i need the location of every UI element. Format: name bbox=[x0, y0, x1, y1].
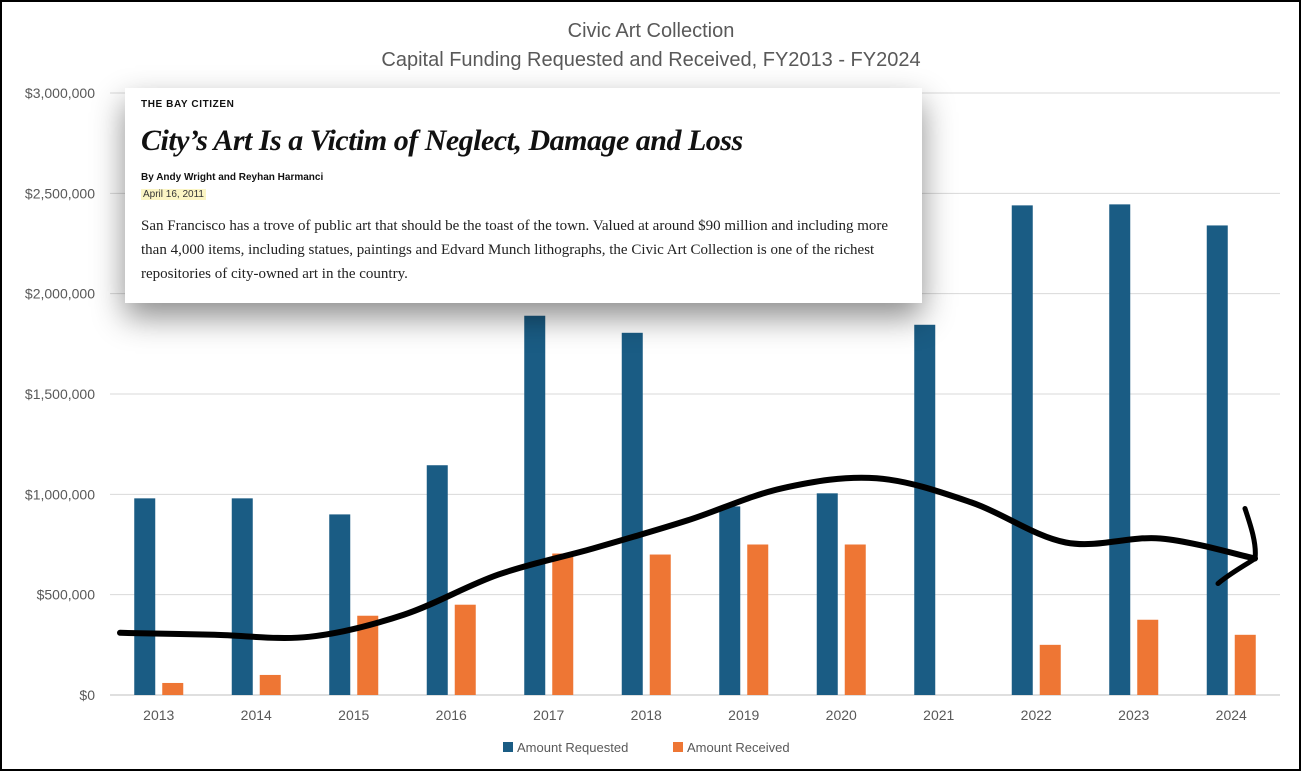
bar-received bbox=[162, 682, 184, 695]
x-tick-label: 2021 bbox=[923, 707, 954, 723]
bar-requested bbox=[621, 332, 643, 695]
y-tick-label: $1,000,000 bbox=[25, 486, 95, 502]
article-body: San Francisco has a trove of public art … bbox=[141, 218, 889, 282]
article-date: April 16, 2011 bbox=[141, 189, 206, 200]
x-tick-label: 2023 bbox=[1118, 707, 1149, 723]
y-axis: $0 $500,000 $1,000,000 $1,500,000 $2,000,000… bbox=[25, 85, 95, 703]
legend-swatch-requested bbox=[503, 742, 513, 752]
y-tick-label: $500,000 bbox=[37, 587, 96, 603]
bar-requested bbox=[524, 315, 546, 695]
x-tick-label: 2015 bbox=[338, 707, 369, 723]
bars bbox=[134, 204, 1256, 695]
news-article-clipping: THE BAY CITIZEN City’s Art Is a Victim o… bbox=[125, 88, 922, 303]
x-tick-label: 2019 bbox=[728, 707, 759, 723]
bar-requested bbox=[134, 498, 156, 695]
x-tick-label: 2013 bbox=[143, 707, 174, 723]
y-tick-label: $2,500,000 bbox=[25, 185, 95, 201]
bar-requested bbox=[914, 324, 936, 695]
x-tick-label: 2018 bbox=[631, 707, 662, 723]
bar-requested bbox=[816, 493, 838, 695]
bar-requested bbox=[329, 514, 351, 695]
chart-title: Civic Art Collection bbox=[568, 20, 735, 42]
article-byline: By Andy Wright and Reyhan Harmanci bbox=[141, 172, 324, 183]
legend-swatch-received bbox=[673, 742, 683, 752]
bar-requested bbox=[426, 465, 448, 695]
chart-subtitle: Capital Funding Requested and Received, … bbox=[381, 49, 920, 71]
x-tick-label: 2020 bbox=[826, 707, 857, 723]
x-tick-label: 2014 bbox=[241, 707, 272, 723]
y-tick-label: $2,000,000 bbox=[25, 286, 95, 302]
bar-requested bbox=[1011, 205, 1033, 695]
x-tick-label: 2024 bbox=[1216, 707, 1247, 723]
bar-received bbox=[357, 615, 379, 695]
bar-received bbox=[844, 544, 866, 695]
bar-received bbox=[1234, 634, 1256, 695]
bar-requested bbox=[719, 506, 741, 695]
y-tick-label: $0 bbox=[79, 687, 95, 703]
y-tick-label: $3,000,000 bbox=[25, 85, 95, 101]
x-tick-label: 2022 bbox=[1021, 707, 1052, 723]
hand-drawn-trend-line bbox=[117, 474, 1258, 641]
article-kicker: THE BAY CITIZEN bbox=[141, 99, 235, 110]
trend-line-arrow-hook bbox=[1215, 506, 1258, 587]
x-tick-label: 2016 bbox=[436, 707, 467, 723]
legend-label-received: Amount Received bbox=[687, 740, 790, 755]
article-headline: City’s Art Is a Victim of Neglect, Damag… bbox=[141, 124, 743, 157]
bar-received bbox=[649, 554, 671, 695]
legend-label-requested: Amount Requested bbox=[517, 740, 628, 755]
bar-received bbox=[747, 544, 769, 695]
bar-received bbox=[454, 604, 476, 695]
bar-requested bbox=[231, 498, 253, 695]
x-axis: 2013 2014 2015 2016 2017 2018 2019 2020 2021 2022… bbox=[143, 707, 1247, 723]
bar-received bbox=[552, 553, 574, 695]
y-tick-label: $1,500,000 bbox=[25, 386, 95, 402]
bar-requested bbox=[1109, 204, 1131, 695]
legend: Amount Requested Amount Received bbox=[503, 740, 790, 755]
bar-received bbox=[1137, 619, 1159, 695]
bar-received bbox=[1039, 644, 1061, 695]
bar-requested bbox=[1206, 225, 1228, 695]
bar-received bbox=[259, 674, 281, 695]
x-tick-label: 2017 bbox=[533, 707, 564, 723]
